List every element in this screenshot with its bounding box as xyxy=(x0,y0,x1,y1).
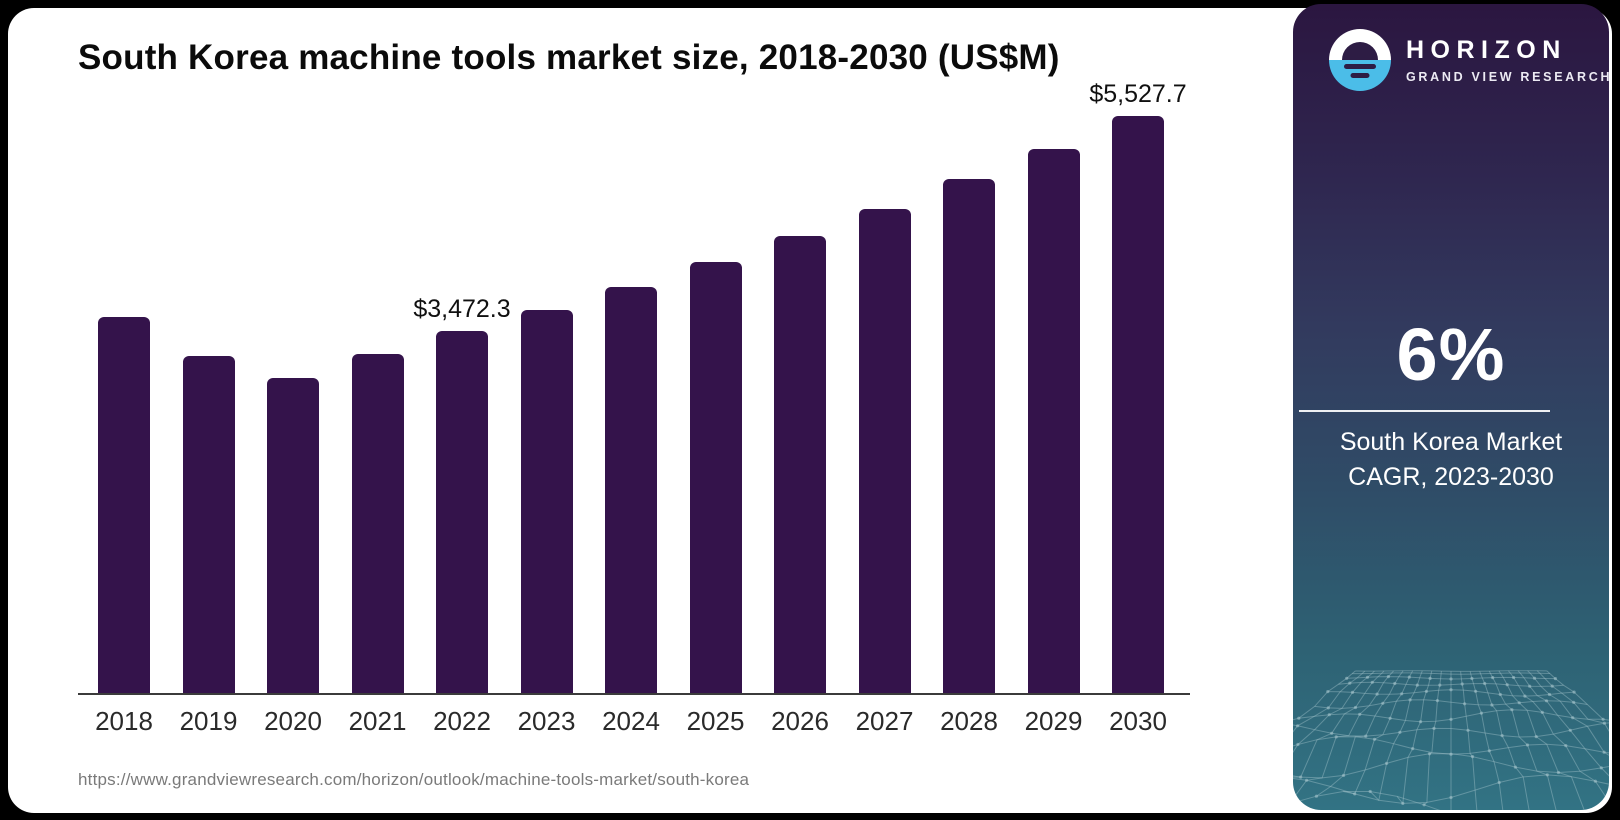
source-url: https://www.grandviewresearch.com/horizo… xyxy=(78,770,750,789)
bar-value-label: $3,472.3 xyxy=(413,294,511,323)
bar-column: $5,527.7 xyxy=(1089,80,1187,694)
bar-column: $3,472.3 xyxy=(413,295,511,694)
x-tick-2027: 2027 xyxy=(855,706,914,736)
bar-column xyxy=(943,179,995,694)
bar-2025 xyxy=(689,262,742,694)
bar-value-label: $5,527.7 xyxy=(1089,80,1187,108)
bar-column xyxy=(605,286,657,694)
bar-column xyxy=(689,262,742,694)
x-tick-2025: 2025 xyxy=(686,706,745,736)
x-tick-2030: 2030 xyxy=(1109,706,1167,736)
cagr-stat: 6% South Korea Market CAGR, 2023-2030 xyxy=(1293,318,1609,495)
bar-column xyxy=(858,208,911,694)
bar-2021 xyxy=(351,354,404,694)
bar-2026 xyxy=(774,236,826,694)
bar-2028 xyxy=(943,179,995,694)
sun-reflection-line xyxy=(1344,64,1376,69)
cagr-label-line2: CAGR, 2023-2030 xyxy=(1348,463,1554,491)
brand-text: HORIZON GRAND VIEW RESEARCH xyxy=(1406,36,1609,84)
brand-logo: HORIZON GRAND VIEW RESEARCH xyxy=(1329,29,1609,91)
divider xyxy=(1299,410,1550,412)
bar-column xyxy=(774,236,826,694)
bar-column xyxy=(1027,148,1080,694)
bar-2020 xyxy=(267,378,319,694)
cagr-label-line1: South Korea Market xyxy=(1339,428,1563,456)
x-tick-2023: 2023 xyxy=(517,706,576,736)
cagr-label: South Korea Market CAGR, 2023-2030 xyxy=(1293,425,1609,495)
bar-column xyxy=(98,316,150,694)
bar-2018 xyxy=(98,316,150,694)
bar-2027 xyxy=(858,208,911,694)
bar-chart: $3,472.3 $5,527.7 xyxy=(98,80,1187,694)
x-tick-2020: 2020 xyxy=(264,706,322,736)
x-tick-2024: 2024 xyxy=(602,706,660,736)
bar-column xyxy=(351,354,404,694)
x-tick-2021: 2021 xyxy=(348,706,407,736)
bar-column xyxy=(182,356,235,694)
brand-name: HORIZON xyxy=(1406,36,1567,64)
horizon-sun-icon xyxy=(1329,29,1391,91)
bar-column xyxy=(267,378,319,694)
bar-2019 xyxy=(182,356,235,694)
bar-column xyxy=(520,309,573,694)
mesh-decoration xyxy=(1293,670,1609,810)
bar-2030 xyxy=(1112,116,1164,694)
x-tick-2029: 2029 xyxy=(1024,706,1083,736)
bar-2029 xyxy=(1027,148,1080,694)
x-tick-2018: 2018 xyxy=(95,706,153,736)
x-axis-labels: 2018 2019 2020 2021 2022 2023 2024 2025 2026 2027… xyxy=(95,706,1167,737)
sidebar: HORIZON GRAND VIEW RESEARCH 6% South Kor… xyxy=(1293,4,1609,810)
chart-title: South Korea machine tools market size, 2… xyxy=(78,38,1060,77)
bar-2022 xyxy=(436,330,488,694)
cagr-value: 6% xyxy=(1396,313,1506,396)
bar-2024 xyxy=(605,286,657,694)
sun-reflection-line xyxy=(1350,73,1370,78)
x-tick-2022: 2022 xyxy=(433,706,491,736)
x-tick-2028: 2028 xyxy=(940,706,998,736)
bar-2023 xyxy=(520,309,573,694)
sun-shape xyxy=(1342,42,1378,60)
x-axis-line xyxy=(78,693,1190,695)
x-tick-2019: 2019 xyxy=(179,706,238,736)
brand-subtitle: GRAND VIEW RESEARCH xyxy=(1406,70,1609,84)
x-tick-2026: 2026 xyxy=(771,706,829,736)
